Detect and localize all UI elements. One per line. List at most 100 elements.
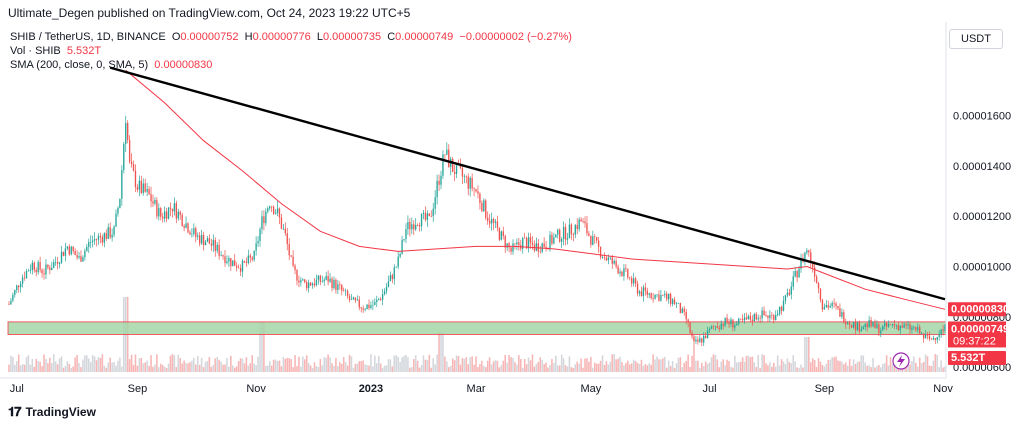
volume-bar [628,364,631,372]
volume-bar [158,367,160,372]
close-label: C [387,31,396,43]
candle-body [105,233,107,239]
candle-body [664,293,666,296]
volume-bar [720,361,723,372]
candle-body [56,262,59,264]
candle-body [267,208,269,212]
candle-body [362,308,364,310]
candle-body [837,306,839,309]
candle-body [282,228,285,230]
volume-bar [23,364,26,372]
candle-body [545,246,547,249]
candle-body [611,257,613,264]
candle-body [376,299,378,303]
legend-volume-row[interactable]: Vol · SHIB 5.532T [10,44,572,58]
volume-bar [161,364,164,372]
volume-bar [541,359,543,372]
candle-body [543,243,545,247]
candle-body [448,149,450,167]
volume-bar [214,358,217,372]
volume-bar [586,358,588,372]
volume-bar [339,362,341,372]
candle-body [903,324,905,328]
volume-bar [169,355,172,372]
volume-bar [648,363,651,372]
candle-body [257,240,259,244]
candle-body [179,211,181,215]
volume-bar [558,365,561,372]
volume-bar [428,354,431,372]
trendline[interactable] [109,66,946,301]
candle-body [374,302,376,305]
candle-body [469,177,471,189]
volume-bar [187,363,189,372]
volume-bar [843,364,845,372]
candle-body [368,304,370,308]
candle-body [596,237,598,241]
volume-bar [333,365,335,372]
volume-bar [368,365,370,372]
candle-body [311,283,314,286]
volume-bar [385,365,388,372]
volume-bar [936,354,939,372]
candle-body [833,302,835,304]
price-tick-label: 0.00001400 [953,161,1011,173]
volume-bar [704,361,707,372]
candle-body [740,318,742,320]
candle-body [485,200,487,218]
candle-body [794,271,796,277]
time-axis[interactable]: Jul Sep Nov 2023 Mar May Jul Sep Nov [0,377,953,395]
candle-body [527,237,530,249]
candle-body [125,122,127,145]
candle-body [488,220,491,224]
volume-bar [891,363,894,372]
volume-bar [47,362,49,372]
volume-bar [481,360,483,372]
currency-button[interactable]: USDT [949,29,1003,49]
legend-symbol-row[interactable]: SHIB / TetherUS, 1D, BINANCE O0.00000752… [10,30,572,44]
candle-body [697,339,699,342]
volume-bar [833,357,835,372]
candle-body [197,235,199,237]
volume-bar [922,361,925,372]
volume-bar [206,361,209,372]
candle-body [434,197,436,209]
volume-bar [687,354,689,372]
volume-bar [412,359,415,372]
candle-body [329,278,331,282]
candle-body [691,332,693,337]
candle-body [424,212,427,220]
volume-bar [928,365,931,372]
volume-bar [868,365,870,372]
candle-body [393,267,395,280]
volume-bar [387,359,390,372]
candle-body [819,288,822,300]
volume-bar [490,364,493,372]
candle-body [831,302,833,307]
candle-body [391,275,394,280]
candle-body [411,224,413,230]
volume-bar [578,363,580,372]
candle-body [944,325,946,331]
high-label: H [244,31,253,43]
tradingview-logo[interactable]: 𝟏𝟕 TradingView [8,404,96,420]
candle-body [62,251,65,256]
candle-body [187,223,189,233]
volume-bar [734,355,736,372]
volume-bar [942,367,944,372]
volume-bar [210,366,213,372]
candle-body [483,200,485,212]
volume-bar [70,367,73,372]
candle-body [893,324,896,326]
candle-body [360,307,362,309]
time-tick-label: Nov [246,383,266,395]
volume-bar [21,364,24,372]
candle-body [553,237,555,244]
volume-bar [296,366,298,372]
volume-bar [689,367,691,372]
volume-bar [228,366,230,372]
candle-body [790,286,792,295]
volume-bar [193,357,195,372]
lightning-icon[interactable] [892,352,910,370]
